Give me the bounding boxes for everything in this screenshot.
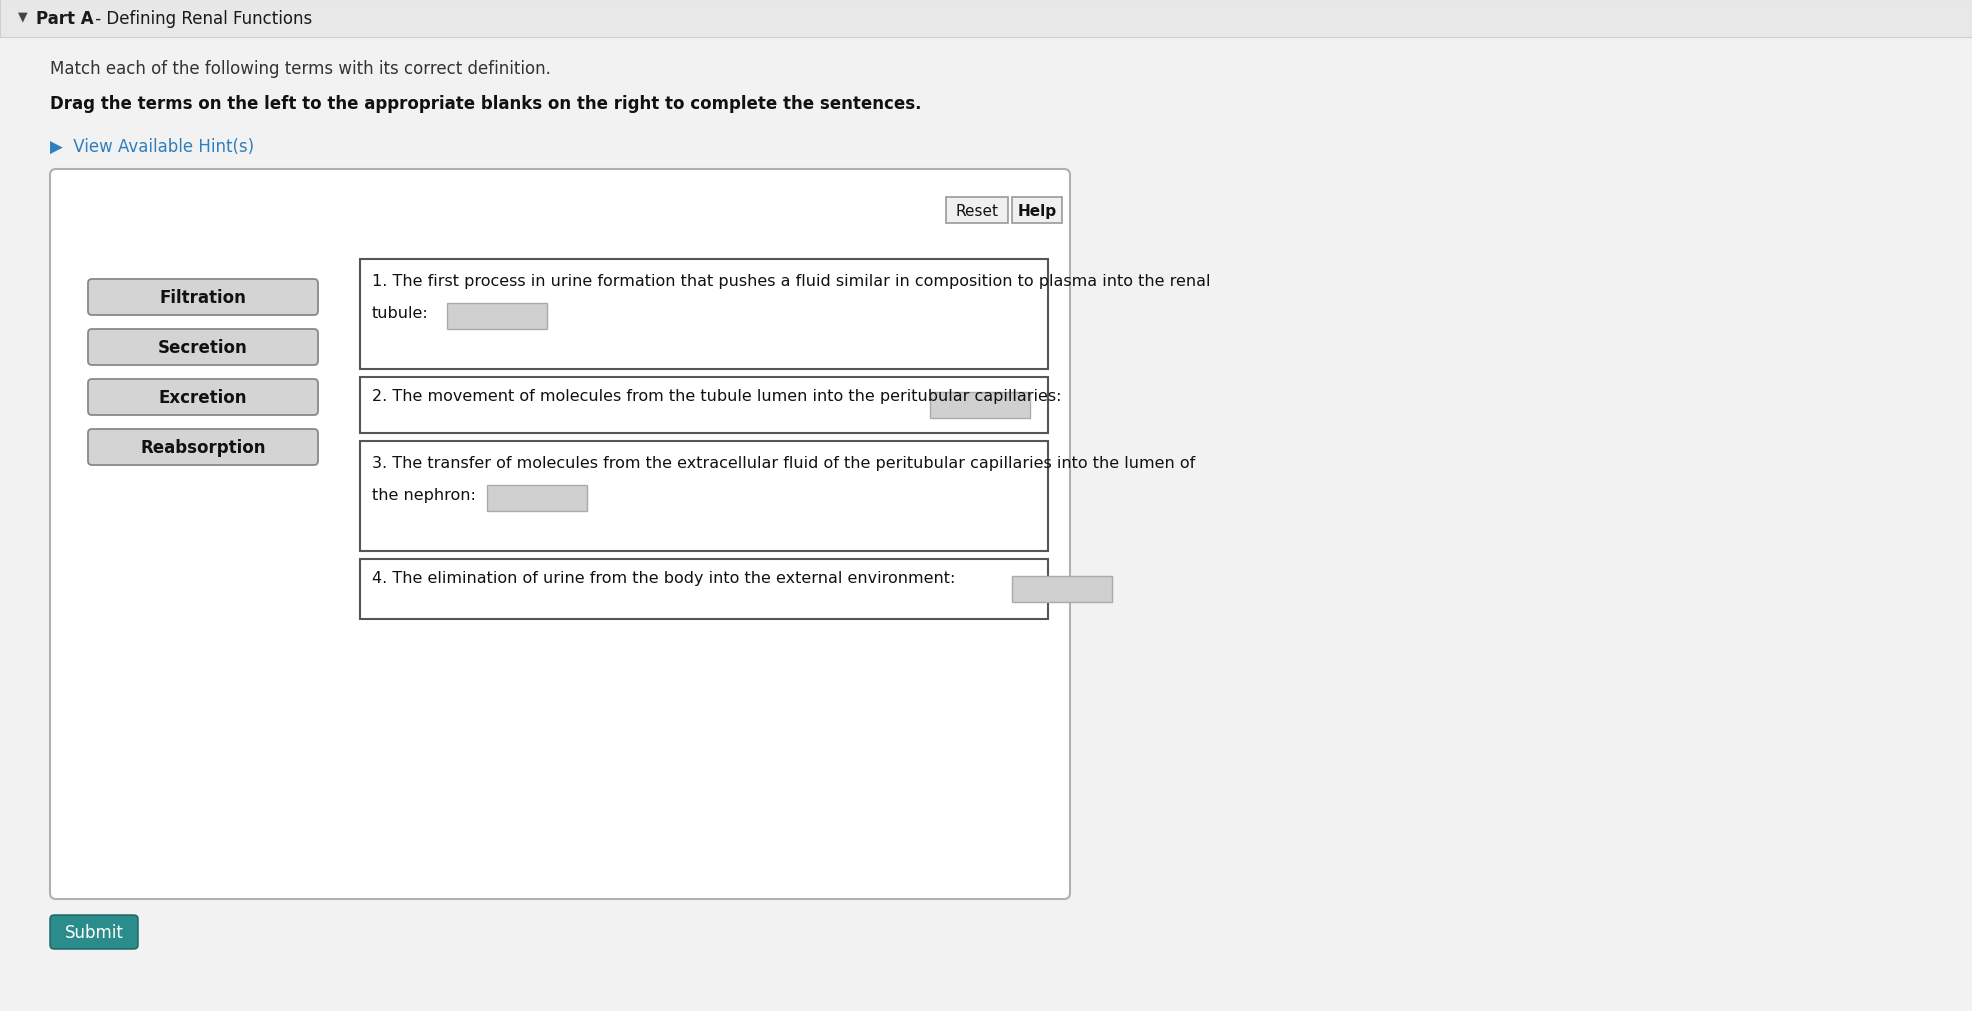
Text: Excretion: Excretion: [160, 388, 246, 406]
Text: Submit: Submit: [65, 923, 124, 941]
Text: ▶  View Available Hint(s): ▶ View Available Hint(s): [49, 137, 254, 156]
Text: ▼: ▼: [18, 10, 28, 23]
FancyBboxPatch shape: [49, 170, 1071, 899]
Text: Secretion: Secretion: [158, 339, 248, 357]
Bar: [1012, 198, 1063, 223]
Bar: [361, 559, 1047, 620]
Bar: [361, 442, 1047, 551]
Bar: [1012, 576, 1112, 603]
Text: tubule:: tubule:: [373, 305, 428, 320]
Text: the nephron:: the nephron:: [373, 487, 475, 502]
Text: 4. The elimination of urine from the body into the external environment:: 4. The elimination of urine from the bod…: [373, 570, 954, 585]
Text: Filtration: Filtration: [160, 289, 246, 306]
Text: Match each of the following terms with its correct definition.: Match each of the following terms with i…: [49, 60, 550, 78]
Text: Reset: Reset: [956, 203, 998, 218]
FancyBboxPatch shape: [89, 430, 317, 465]
Text: 3. The transfer of molecules from the extracellular fluid of the peritubular cap: 3. The transfer of molecules from the ex…: [373, 456, 1195, 470]
Text: Reabsorption: Reabsorption: [140, 439, 266, 457]
Bar: [361, 378, 1047, 434]
Text: 1. The first process in urine formation that pushes a fluid similar in compositi: 1. The first process in urine formation …: [373, 274, 1211, 289]
Text: Help: Help: [1018, 203, 1057, 218]
Bar: [931, 392, 1029, 419]
Bar: [361, 260, 1047, 370]
FancyBboxPatch shape: [89, 379, 317, 416]
Text: Drag the terms on the left to the appropriate blanks on the right to complete th: Drag the terms on the left to the approp…: [49, 95, 921, 113]
Text: 2. The movement of molecules from the tubule lumen into the peritubular capillar: 2. The movement of molecules from the tu…: [373, 388, 1061, 403]
Bar: [487, 485, 588, 512]
Bar: [448, 303, 546, 330]
Bar: [0, 0, 1972, 38]
FancyBboxPatch shape: [89, 330, 317, 366]
FancyBboxPatch shape: [89, 280, 317, 315]
FancyBboxPatch shape: [49, 915, 138, 949]
Text: - Defining Renal Functions: - Defining Renal Functions: [91, 10, 312, 28]
Bar: [947, 198, 1008, 223]
Text: Part A: Part A: [35, 10, 93, 28]
